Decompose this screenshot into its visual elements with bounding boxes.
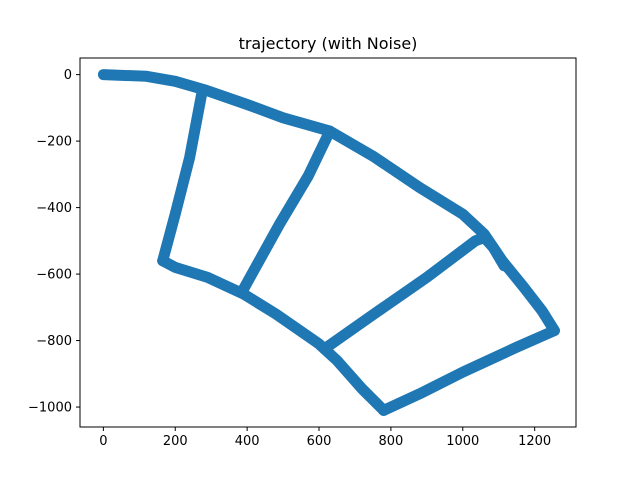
- x-tick-label: 1200: [518, 434, 551, 449]
- plot-area: [97, 69, 560, 416]
- x-tick-label: 1000: [446, 434, 479, 449]
- y-tick-label: 0: [64, 68, 72, 83]
- x-tick-label: 200: [163, 434, 188, 449]
- x-tick-label: 800: [378, 434, 403, 449]
- trajectory-segment: [157, 85, 208, 267]
- y-tick-label: −200: [36, 135, 72, 150]
- y-tick-label: −400: [36, 201, 72, 216]
- trajectory-segment: [97, 69, 560, 337]
- trajectory-segment: [318, 232, 510, 355]
- plot-frame: [79, 57, 577, 428]
- x-tick-label: 600: [307, 434, 332, 449]
- trajectory-segment: [236, 125, 336, 298]
- x-tick-label: 400: [235, 434, 260, 449]
- trajectory-segment: [378, 325, 560, 416]
- y-tick-label: −1000: [28, 401, 72, 416]
- y-tick-label: −600: [36, 268, 72, 283]
- trajectory-segment: [157, 255, 390, 416]
- chart-title: trajectory (with Noise): [239, 34, 418, 53]
- axes: 0 200 400 600 800 1000 1200 0 −200 −400 −600 −800 −1…: [28, 57, 577, 449]
- x-tick-label: 0: [99, 434, 107, 449]
- y-tick-label: −800: [36, 334, 72, 349]
